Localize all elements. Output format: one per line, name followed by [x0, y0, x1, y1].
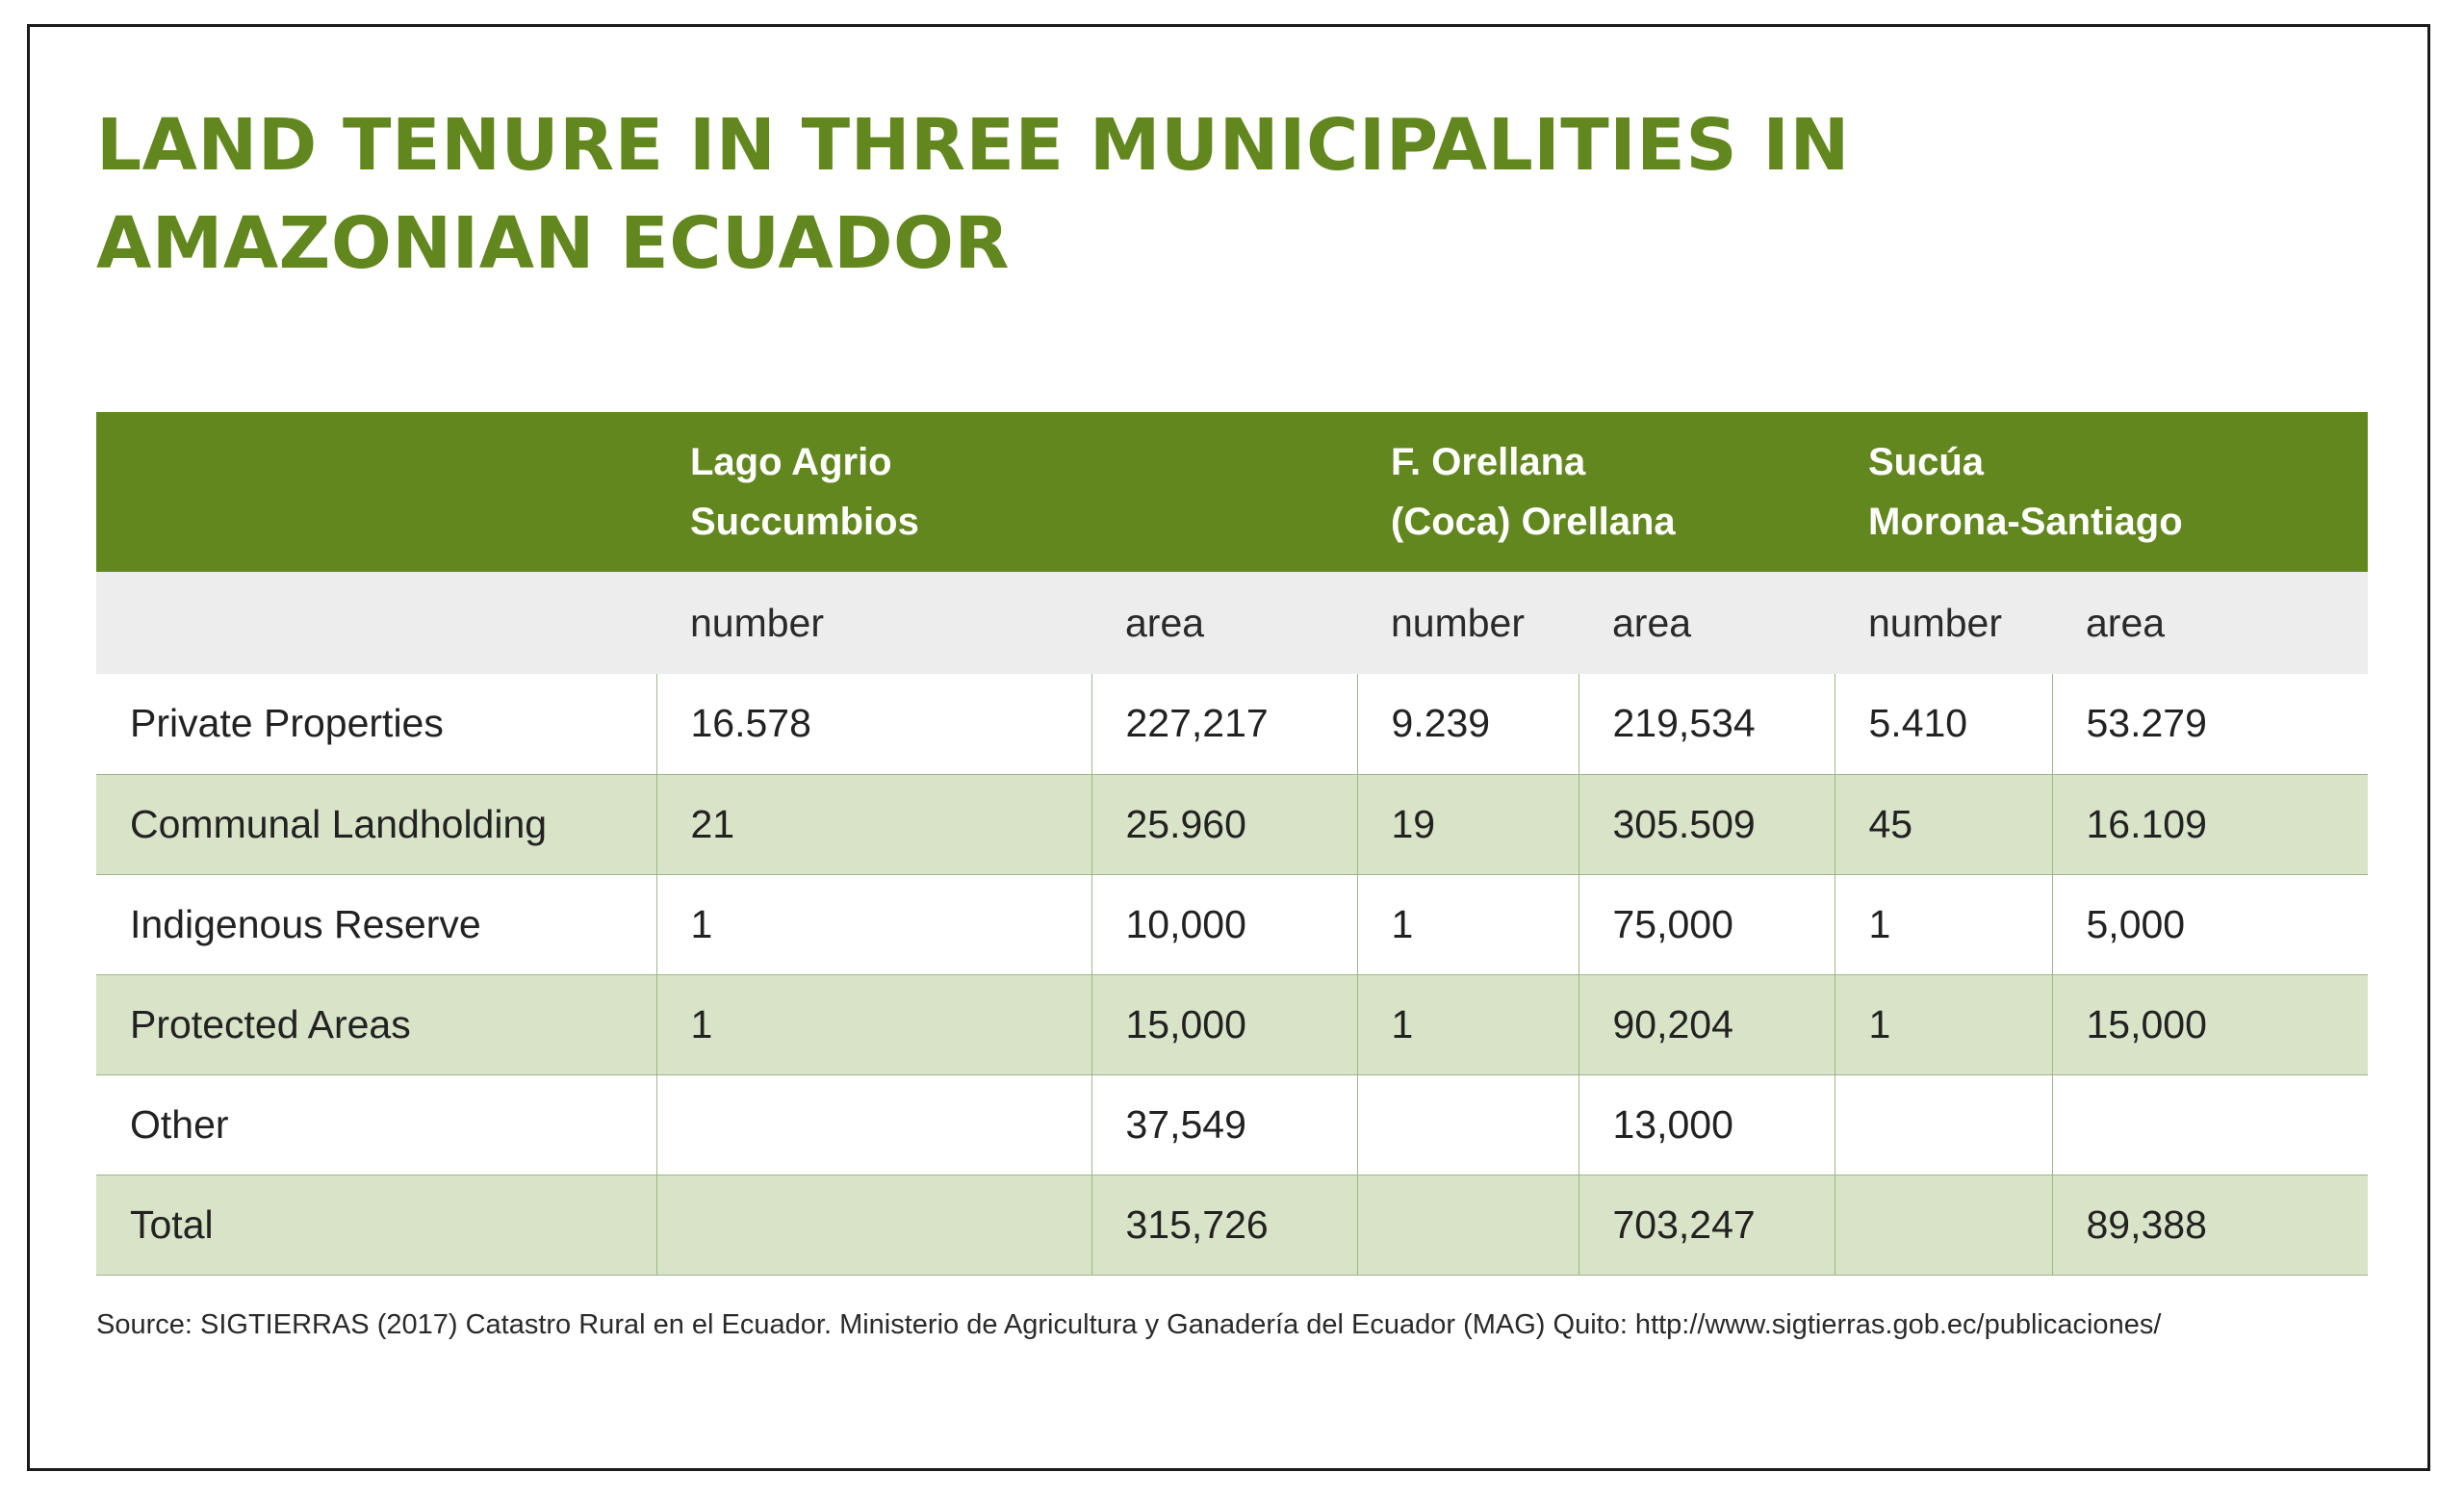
province-name: Succumbios — [690, 501, 919, 543]
table-cell: 1 — [1834, 874, 2052, 975]
table-cell — [655, 1175, 1091, 1276]
table-cell: 90,204 — [1578, 974, 1835, 1075]
table-cell — [1834, 1175, 2052, 1276]
row-label: Private Properties — [96, 674, 656, 775]
municipality-name: Sucúa — [1868, 441, 1985, 483]
subheader-cell: area — [2086, 600, 2166, 645]
table-cell: 19 — [1356, 774, 1578, 875]
table-cell: 53.279 — [2051, 674, 2369, 775]
table-cell: 13,000 — [1578, 1074, 1835, 1175]
table-row: Private Properties 16.578 227,217 9.239 … — [96, 674, 2369, 775]
table-cell: 703,247 — [1578, 1175, 1835, 1276]
subheader-cell: area — [1125, 600, 1205, 645]
document-frame — [27, 24, 2430, 1471]
table-cell: 15,000 — [2051, 974, 2369, 1075]
table-row-total: Total 315,726 703,247 89,388 — [96, 1175, 2369, 1276]
table-cell — [1356, 1175, 1578, 1276]
table-cell: 9.239 — [1356, 674, 1578, 775]
table-row: Communal Landholding 21 25.960 19 305.50… — [96, 774, 2369, 875]
table-cell — [1356, 1074, 1578, 1175]
table-cell — [1834, 1074, 2052, 1175]
table-cell: 1 — [655, 974, 1091, 1075]
municipality-header-row: Lago Agrio Succumbios F. Orellana (Coca)… — [96, 412, 2369, 572]
table-cell — [655, 1074, 1091, 1175]
table-cell: 1 — [1834, 974, 2052, 1075]
subheader-cell: number — [1391, 600, 1526, 645]
municipality-name: Lago Agrio — [690, 441, 892, 483]
row-label: Protected Areas — [96, 974, 656, 1075]
municipality-header-sucua: Sucúa Morona-Santiago — [1835, 412, 2368, 572]
municipality-header-f-orellana: F. Orellana (Coca) Orellana — [1357, 412, 1835, 572]
row-label: Other — [96, 1074, 656, 1175]
table-cell: 1 — [655, 874, 1091, 975]
row-label: Indigenous Reserve — [96, 874, 656, 975]
table-cell: 45 — [1834, 774, 2052, 875]
table-cell: 75,000 — [1578, 874, 1835, 975]
table-row: Protected Areas 1 15,000 1 90,204 1 15,0… — [96, 974, 2369, 1075]
table-cell: 21 — [655, 774, 1091, 875]
table-cell: 25.960 — [1091, 774, 1357, 875]
header-corner-cell — [96, 412, 656, 572]
table-cell: 10,000 — [1091, 874, 1357, 975]
table-cell: 16.109 — [2051, 774, 2369, 875]
municipality-header-lago-agrio: Lago Agrio Succumbios — [656, 412, 1357, 572]
table-cell: 15,000 — [1091, 974, 1357, 1075]
table-cell: 1 — [1356, 974, 1578, 1075]
table-cell: 1 — [1356, 874, 1578, 975]
table-cell: 37,549 — [1091, 1074, 1357, 1175]
table-cell — [2051, 1074, 2369, 1175]
subheader-cell: number — [690, 600, 825, 645]
table-row: Other 37,549 13,000 — [96, 1074, 2369, 1175]
municipality-name: F. Orellana — [1391, 441, 1586, 483]
table-cell: 227,217 — [1091, 674, 1357, 775]
row-label: Communal Landholding — [96, 774, 656, 875]
page-title: LAND TENURE IN THREE MUNICIPALITIES IN A… — [96, 104, 1850, 285]
table-row: Indigenous Reserve 1 10,000 1 75,000 1 5… — [96, 874, 2369, 975]
province-name: Morona-Santiago — [1868, 501, 2183, 543]
subheader-cell — [96, 572, 656, 674]
table-cell: 16.578 — [655, 674, 1091, 775]
table-cell: 315,726 — [1091, 1175, 1357, 1276]
table-cell: 305.509 — [1578, 774, 1835, 875]
subheader-cell: area — [1612, 600, 1692, 645]
land-tenure-table: Lago Agrio Succumbios F. Orellana (Coca)… — [96, 412, 2369, 1276]
table-cell: 89,388 — [2051, 1175, 2369, 1276]
province-name: (Coca) Orellana — [1391, 501, 1676, 543]
source-note: Source: SIGTIERRAS (2017) Catastro Rural… — [96, 1309, 2162, 1340]
table-cell: 5.410 — [1834, 674, 2052, 775]
table-cell: 219,534 — [1578, 674, 1835, 775]
subheader-row: number area number area number area — [96, 572, 2369, 674]
table-cell: 5,000 — [2051, 874, 2369, 975]
subheader-cell: number — [1868, 600, 2003, 645]
row-label: Total — [96, 1175, 656, 1276]
